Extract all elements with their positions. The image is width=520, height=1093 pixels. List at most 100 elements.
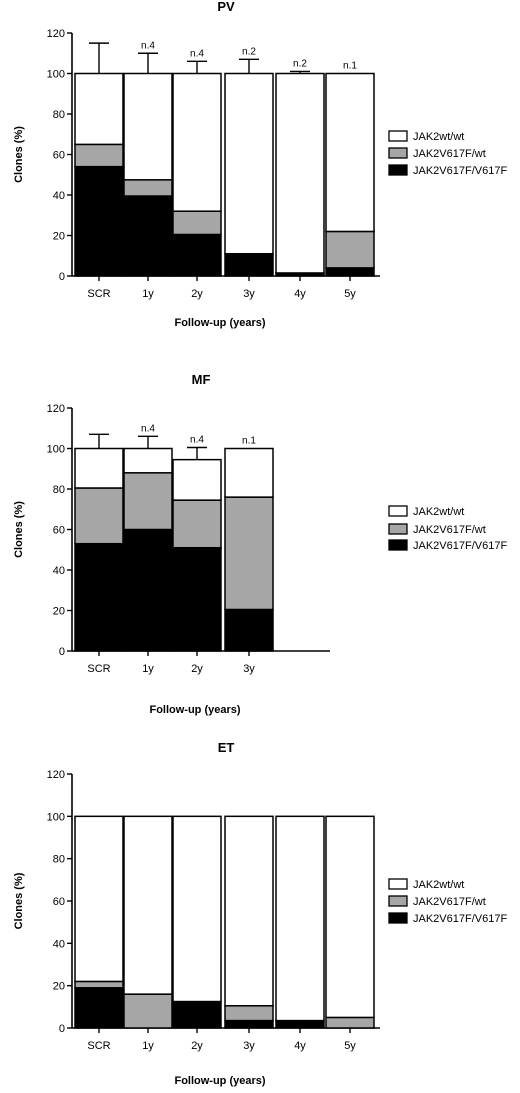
x-tick-label: 2y bbox=[191, 663, 203, 675]
bar-segment-jak2v617f-wt bbox=[325, 1016, 375, 1029]
bar-annotation: n.4 bbox=[141, 40, 155, 51]
y-tick-label: 120 bbox=[47, 769, 65, 781]
bar-segment-jak2v617f-v617f bbox=[224, 252, 274, 277]
legend-swatch bbox=[388, 147, 408, 159]
bar-segment-jak2v617f-v617f bbox=[172, 546, 222, 652]
y-tick-label: 60 bbox=[53, 896, 65, 908]
y-tick-label: 0 bbox=[59, 271, 65, 283]
legend-label: JAK2wt/wt bbox=[413, 131, 464, 143]
bar-segment-jak2v617f-wt bbox=[224, 1005, 274, 1022]
bar-segment-jak2v617f-wt bbox=[123, 472, 173, 531]
legend-swatch bbox=[388, 539, 408, 551]
bar-segment-jak2wt-wt bbox=[123, 447, 173, 474]
x-tick-label: SCR bbox=[87, 663, 110, 675]
bar-segment-jak2v617f-v617f bbox=[74, 542, 124, 652]
bar-segment-jak2wt-wt bbox=[74, 72, 124, 146]
y-tick-label: 100 bbox=[47, 444, 65, 456]
chart-panel-et: ET Clones (%) Follow-up (years) 0 20 40 60 80 10… bbox=[13, 740, 507, 1087]
bar-segment-jak2wt-wt bbox=[275, 815, 325, 1022]
bar-segment-jak2wt-wt bbox=[74, 447, 124, 489]
bar-segment-jak2v617f-v617f bbox=[224, 1019, 274, 1029]
legend-swatch bbox=[388, 878, 408, 890]
legend-swatch bbox=[388, 505, 408, 517]
bar-segment-jak2wt-wt bbox=[224, 447, 274, 498]
x-tick-label: 5y bbox=[344, 288, 356, 300]
y-tick-label: 40 bbox=[53, 190, 65, 202]
bar-segment-jak2v617f-wt bbox=[224, 496, 274, 611]
y-tick-label: 20 bbox=[53, 231, 65, 243]
y-tick-label: 40 bbox=[53, 938, 65, 950]
y-tick-label: 40 bbox=[53, 565, 65, 577]
bar-segment-jak2wt-wt bbox=[123, 72, 173, 181]
legend-label: JAK2V617F/V617F bbox=[413, 913, 507, 925]
y-axis-label: Clones (%) bbox=[13, 501, 25, 558]
x-tick-label: 4y bbox=[294, 1040, 306, 1052]
legend-swatch bbox=[388, 912, 408, 924]
bar-segment-jak2v617f-wt bbox=[123, 179, 173, 197]
bar-segment-jak2v617f-v617f bbox=[325, 267, 375, 277]
bar-annotation: n.1 bbox=[343, 61, 357, 72]
x-axis-label: Follow-up (years) bbox=[149, 704, 240, 716]
legend-swatch bbox=[388, 895, 408, 907]
bar-segment-jak2wt-wt bbox=[325, 815, 375, 1019]
bar-segment-jak2v617f-wt bbox=[172, 210, 222, 236]
legend-label: JAK2V617F/V617F bbox=[413, 540, 507, 552]
legend-swatch bbox=[388, 164, 408, 176]
chart-title: ET bbox=[218, 740, 235, 755]
y-axis-label: Clones (%) bbox=[13, 126, 25, 183]
bar-segment-jak2v617f-v617f bbox=[123, 528, 173, 652]
y-tick-label: 0 bbox=[59, 1023, 65, 1035]
y-tick-label: 100 bbox=[47, 69, 65, 81]
bar-annotation: n.4 bbox=[190, 434, 204, 445]
y-tick-label: 60 bbox=[53, 525, 65, 537]
bar-annotation: n.2 bbox=[293, 58, 307, 69]
y-tick-label: 80 bbox=[53, 484, 65, 496]
bar-segment-jak2wt-wt bbox=[123, 815, 173, 995]
bar-segment-jak2v617f-wt bbox=[74, 487, 124, 545]
y-tick-label: 0 bbox=[59, 646, 65, 658]
bar-segment-jak2v617f-wt bbox=[74, 980, 124, 989]
x-tick-label: 1y bbox=[142, 663, 154, 675]
y-tick-label: 20 bbox=[53, 981, 65, 993]
bar-segment-jak2wt-wt bbox=[325, 72, 375, 233]
legend-label: JAK2V617F/V617F bbox=[413, 165, 507, 177]
bar-segment-jak2wt-wt bbox=[224, 815, 274, 1007]
bar-segment-jak2v617f-wt bbox=[74, 143, 124, 168]
bar-segment-jak2v617f-v617f bbox=[275, 1019, 325, 1029]
x-tick-label: 3y bbox=[243, 288, 255, 300]
legend-label: JAK2wt/wt bbox=[413, 506, 464, 518]
bar-segment-jak2v617f-wt bbox=[172, 499, 222, 549]
y-tick-label: 20 bbox=[53, 606, 65, 618]
bar-segment-jak2wt-wt bbox=[275, 72, 325, 274]
y-tick-label: 60 bbox=[53, 150, 65, 162]
x-tick-label: 3y bbox=[243, 1040, 255, 1052]
chart-panel-mf: MF Clones (%) Follow-up (years) 0 20 40 60 80 10… bbox=[13, 372, 507, 716]
bar-annotation: n.2 bbox=[242, 46, 256, 57]
bar-annotation: n.1 bbox=[242, 436, 256, 447]
x-tick-label: 1y bbox=[142, 1040, 154, 1052]
legend-label: JAK2V617F/wt bbox=[413, 148, 486, 160]
bar-segment-jak2v617f-v617f bbox=[172, 1000, 222, 1029]
x-tick-label: 3y bbox=[243, 663, 255, 675]
y-tick-label: 100 bbox=[47, 811, 65, 823]
x-tick-label: 1y bbox=[142, 288, 154, 300]
y-tick-label: 80 bbox=[53, 854, 65, 866]
bar-segment-jak2v617f-v617f bbox=[224, 608, 274, 652]
x-tick-label: 5y bbox=[344, 1040, 356, 1052]
bar-segment-jak2v617f-wt bbox=[123, 993, 173, 1029]
bar-segment-jak2wt-wt bbox=[172, 815, 222, 1003]
legend-label: JAK2wt/wt bbox=[413, 879, 464, 891]
legend-label: JAK2V617F/wt bbox=[413, 896, 486, 908]
chart-panel-pv: PV Clones (%) Follow-up (years) 0 20 40 60 80 10… bbox=[13, 0, 507, 329]
bar-segment-jak2v617f-v617f bbox=[123, 195, 173, 277]
x-tick-label: 2y bbox=[191, 288, 203, 300]
y-tick-label: 80 bbox=[53, 109, 65, 121]
chart-title: PV bbox=[217, 0, 235, 14]
x-axis-label: Follow-up (years) bbox=[174, 317, 265, 329]
legend-swatch bbox=[388, 523, 408, 535]
bar-annotation: n.4 bbox=[141, 423, 155, 434]
y-axis-label: Clones (%) bbox=[13, 872, 25, 929]
bar-segment-jak2wt-wt bbox=[74, 815, 124, 983]
bar-segment-jak2v617f-wt bbox=[325, 230, 375, 269]
